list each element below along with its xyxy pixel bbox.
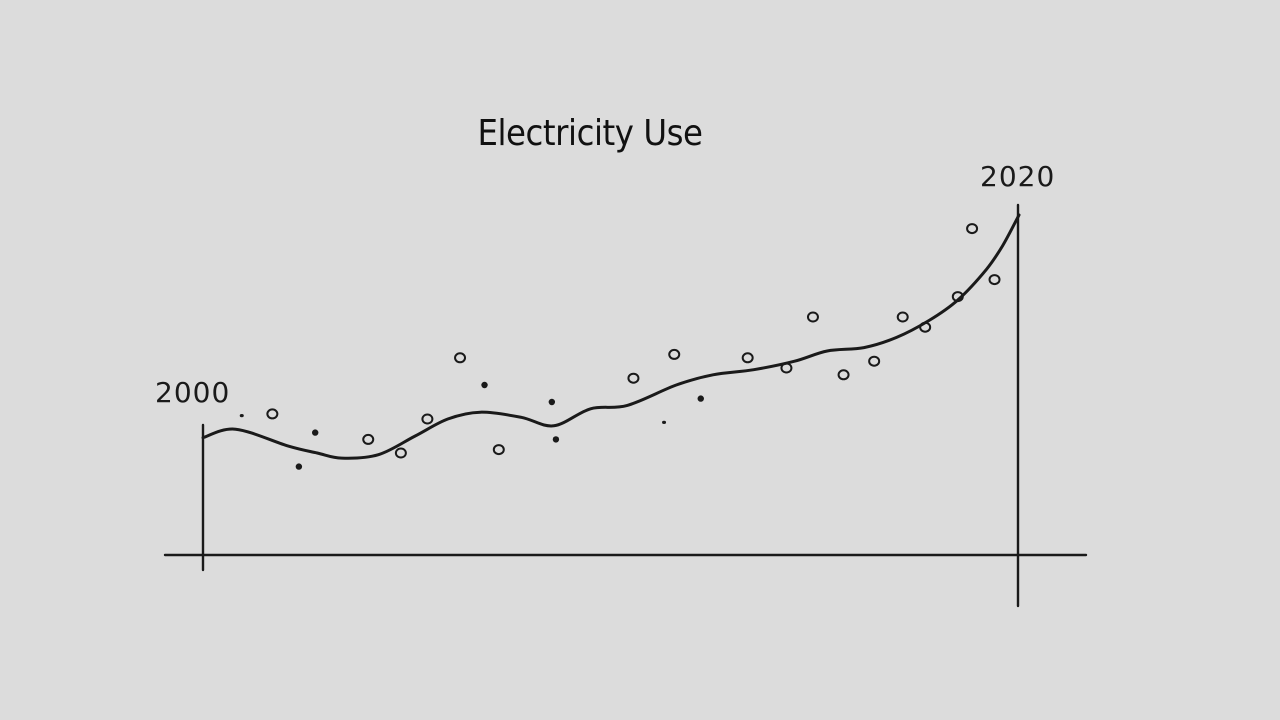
data-point-2	[295, 463, 303, 470]
data-point-17	[780, 362, 793, 374]
data-point-20	[868, 355, 881, 367]
data-point-15	[697, 395, 704, 402]
data-point-9	[492, 444, 505, 456]
data-point-7	[454, 352, 467, 364]
data-point-14	[668, 348, 681, 360]
data-point-13	[662, 420, 667, 424]
data-point-22	[919, 321, 932, 333]
data-point-23	[951, 291, 964, 303]
data-point-0	[239, 414, 244, 418]
data-point-5	[394, 447, 407, 459]
data-point-3	[312, 429, 319, 436]
data-point-18	[806, 311, 819, 323]
data-point-21	[896, 311, 909, 323]
data-point-6	[421, 413, 434, 425]
axes	[163, 203, 1088, 608]
data-point-24	[966, 223, 979, 235]
chart-title: Electricity Use	[477, 113, 703, 154]
data-point-8	[481, 381, 488, 389]
data-point-12	[627, 372, 640, 384]
data-point-4	[362, 433, 375, 445]
x-tick-label-end: 2020	[980, 160, 1055, 193]
data-point-25	[988, 274, 1001, 286]
data-point-11	[552, 436, 560, 443]
data-point-16	[741, 352, 754, 364]
data-point-10	[548, 398, 556, 406]
x-tick-label-start: 2000	[155, 376, 230, 409]
data-points	[239, 223, 1001, 470]
data-point-1	[266, 408, 279, 420]
trend-line	[201, 213, 1021, 460]
data-point-19	[837, 369, 850, 381]
